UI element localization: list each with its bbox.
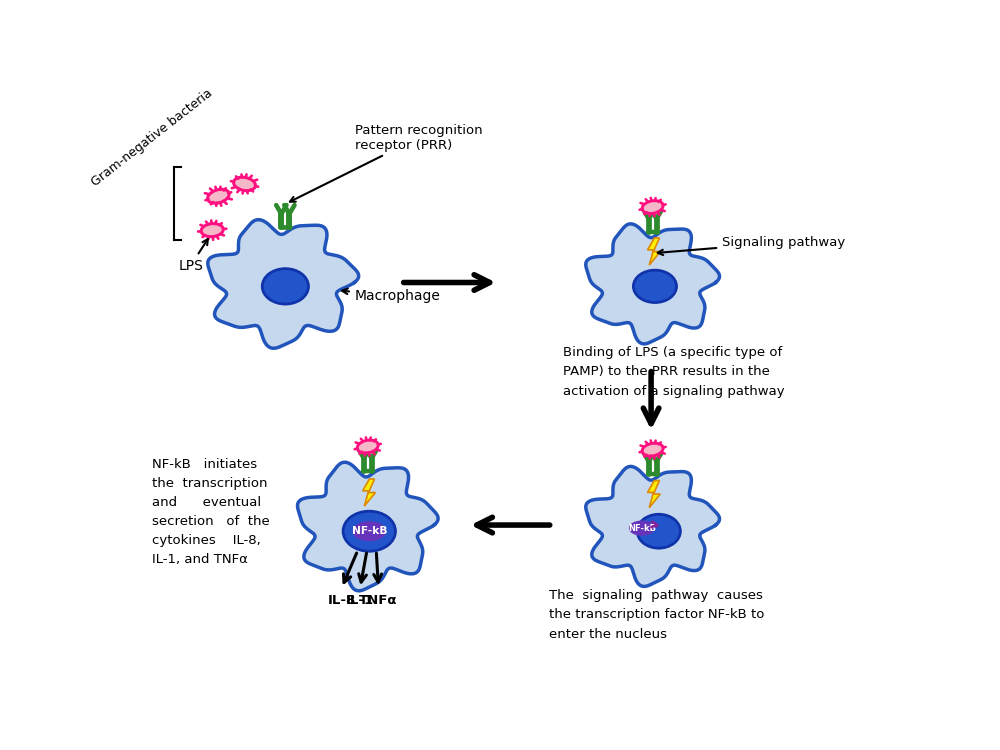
Text: The  signaling  pathway  causes
the transcription factor NF-kB to
enter the nucl: The signaling pathway causes the transcr… — [549, 589, 765, 641]
Ellipse shape — [637, 514, 680, 548]
Text: NF-kB   initiates
the  transcription
and      eventual
secretion   of  the
cytok: NF-kB initiates the transcription and ev… — [152, 458, 270, 566]
Ellipse shape — [642, 443, 663, 456]
Ellipse shape — [234, 177, 255, 190]
Text: Pattern recognition
receptor (PRR): Pattern recognition receptor (PRR) — [290, 124, 482, 202]
Polygon shape — [648, 481, 660, 508]
Ellipse shape — [201, 224, 223, 237]
Text: IL-8: IL-8 — [327, 593, 356, 607]
Ellipse shape — [353, 522, 385, 541]
Ellipse shape — [357, 440, 378, 453]
Text: LPS: LPS — [178, 239, 208, 272]
Ellipse shape — [262, 268, 308, 304]
Ellipse shape — [343, 512, 395, 551]
Text: Binding of LPS (a specific type of
PAMP) to the PRR results in the
activation of: Binding of LPS (a specific type of PAMP)… — [563, 346, 784, 398]
Text: NF-kB: NF-kB — [352, 526, 387, 536]
Text: IL-1: IL-1 — [346, 593, 374, 607]
Polygon shape — [586, 466, 720, 586]
Polygon shape — [363, 479, 375, 506]
Polygon shape — [586, 224, 720, 344]
Text: Gram-negative bacteria: Gram-negative bacteria — [89, 86, 215, 188]
Text: TNFα: TNFα — [359, 593, 398, 607]
Ellipse shape — [630, 521, 654, 535]
Polygon shape — [208, 220, 359, 348]
Text: Macrophage: Macrophage — [342, 289, 441, 303]
Polygon shape — [648, 238, 660, 265]
Text: Signaling pathway: Signaling pathway — [658, 236, 845, 255]
Polygon shape — [298, 462, 438, 591]
Text: NF-kB: NF-kB — [628, 524, 656, 532]
Ellipse shape — [633, 270, 677, 302]
Ellipse shape — [642, 200, 663, 214]
Ellipse shape — [208, 189, 229, 203]
